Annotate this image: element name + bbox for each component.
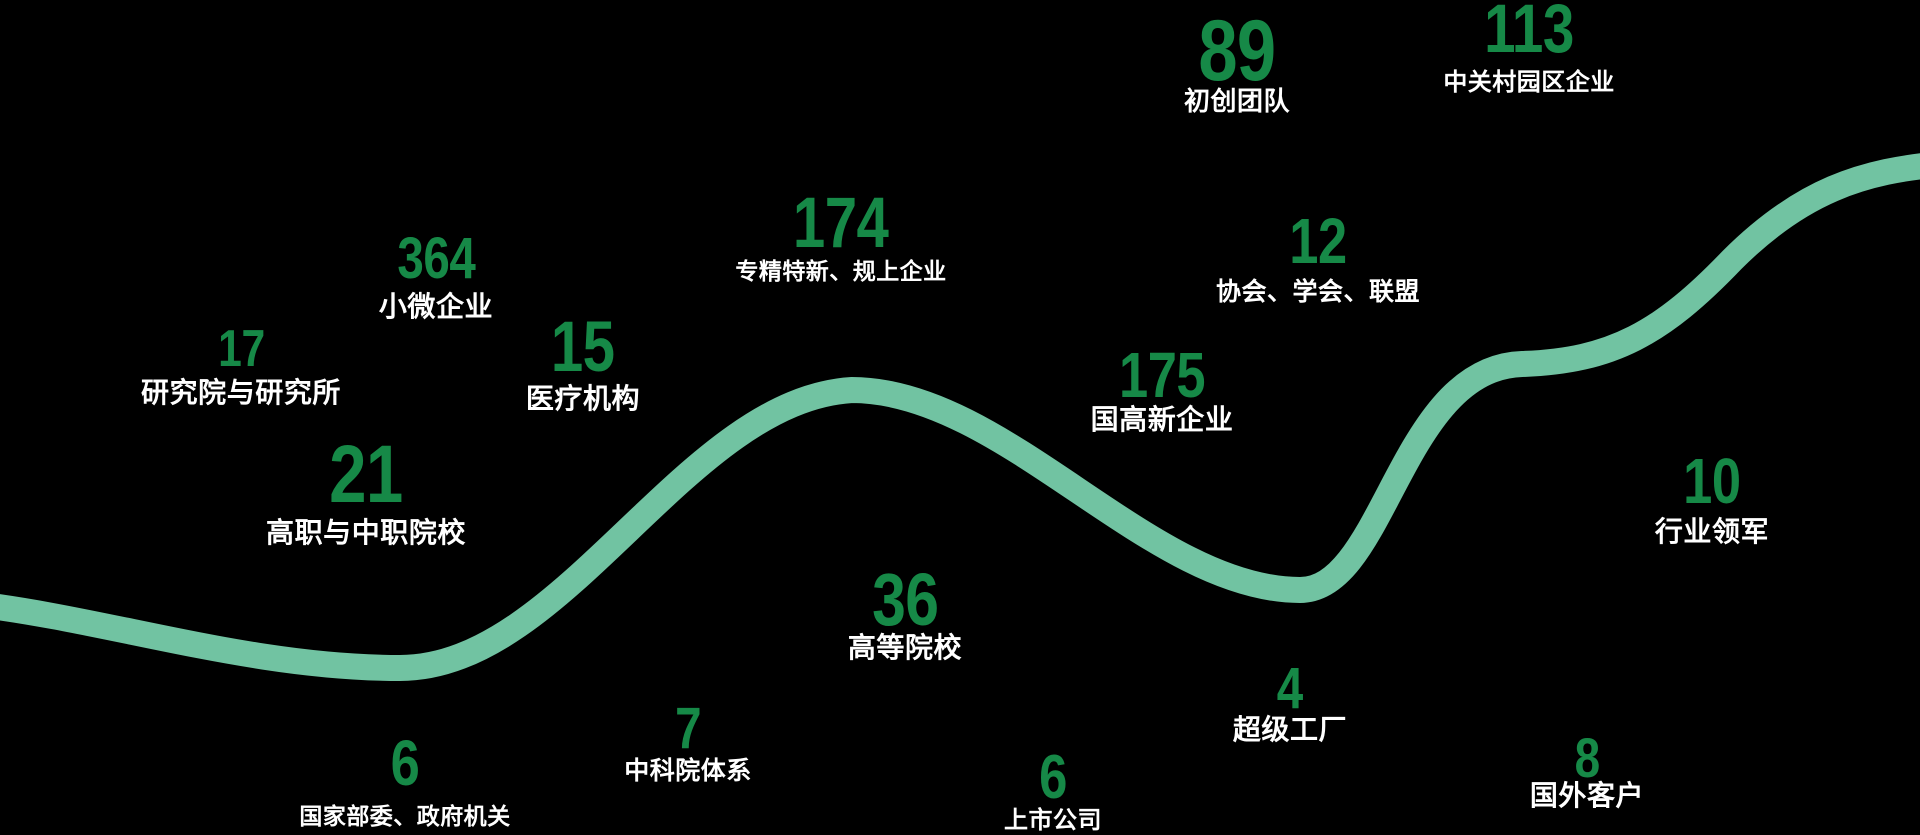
stat-item-zhongkeyuan-tixi: 7 中科院体系 — [624, 696, 752, 785]
stat-label: 协会、学会、联盟 — [1215, 278, 1421, 307]
stat-item-gaodeng-yuanxiao: 36 高等院校 — [847, 558, 963, 663]
stat-item-yanjiuyuan-yanjiusuo: 17 研究院与研究所 — [141, 320, 341, 409]
stat-label: 小微企业 — [378, 290, 494, 322]
stat-label: 国家部委、政府机关 — [299, 803, 511, 830]
stat-item-zhongguancun-yuanqu-qiye: 113 中关村园区企业 — [1443, 0, 1615, 97]
stat-label: 国高新企业 — [1090, 404, 1234, 436]
stat-label: 超级工厂 — [1232, 713, 1348, 745]
stat-label: 医疗机构 — [525, 382, 641, 414]
stat-value: 89 — [1198, 3, 1276, 99]
stat-value: 8 — [1574, 726, 1600, 789]
stat-value: 36 — [871, 558, 939, 641]
stat-item-gaozhi-zhongzhi-yuanxiao: 21 高职与中职院校 — [266, 429, 466, 548]
stat-item-xiehui-xuehui-lianmeng: 12 协会、学会、联盟 — [1215, 205, 1421, 307]
stat-value: 7 — [675, 696, 701, 761]
stat-label: 中关村园区企业 — [1443, 69, 1615, 97]
stat-label: 中科院体系 — [624, 756, 752, 785]
stat-item-zhuanjingtexin-guishang-qiye: 174 专精特新、规上企业 — [735, 184, 947, 284]
stat-value: 175 — [1119, 339, 1206, 411]
stat-item-chaoji-gongchang: 4 超级工厂 — [1232, 656, 1348, 745]
stat-value: 21 — [329, 429, 403, 520]
stat-value: 4 — [1277, 656, 1303, 721]
stat-label: 研究院与研究所 — [141, 377, 341, 409]
stat-value: 6 — [1039, 743, 1067, 812]
stat-item-chuchuang-tuandui: 89 初创团队 — [1183, 3, 1291, 116]
stat-label: 初创团队 — [1183, 85, 1291, 116]
stat-value: 113 — [1484, 0, 1574, 67]
stat-value: 17 — [217, 320, 265, 378]
stat-label: 上市公司 — [1004, 806, 1102, 834]
stat-item-yiliao-jigou: 15 医疗机构 — [525, 308, 641, 414]
stat-label: 专精特新、规上企业 — [735, 257, 947, 284]
stat-value: 174 — [793, 184, 889, 263]
stat-label: 行业领军 — [1654, 516, 1770, 548]
stat-label: 高职与中职院校 — [266, 516, 466, 548]
stat-item-gaoxin-qiye: 175 国高新企业 — [1090, 339, 1234, 436]
stat-item-guojia-buwei-zhengfu-jiguan: 6 国家部委、政府机关 — [299, 727, 511, 830]
stat-label: 国外客户 — [1529, 780, 1645, 812]
stat-label: 高等院校 — [847, 631, 963, 663]
stat-value: 15 — [551, 308, 615, 387]
stat-value: 364 — [397, 226, 475, 291]
stat-item-xiaowei-qiye: 364 小微企业 — [378, 226, 494, 322]
stat-item-guowai-kehu: 8 国外客户 — [1529, 726, 1645, 812]
stat-item-shangshi-gongsi: 6 上市公司 — [1004, 743, 1102, 834]
stat-value: 12 — [1289, 205, 1347, 277]
stat-value: 6 — [390, 727, 420, 799]
stat-value: 10 — [1683, 445, 1741, 517]
stat-item-hangye-lingjun: 10 行业领军 — [1654, 445, 1770, 548]
